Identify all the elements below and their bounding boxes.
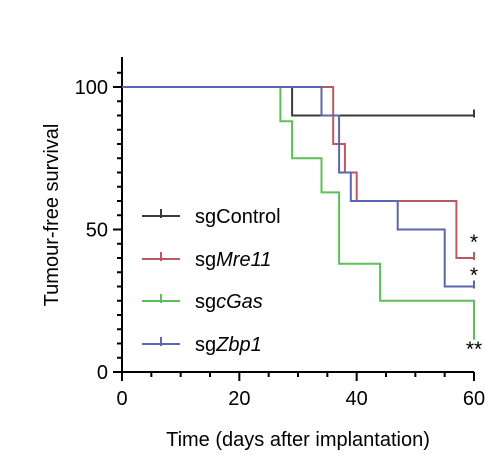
significance-marks: **** [466,231,482,361]
significance-sgZbp1: * [470,264,478,287]
series-lines [122,86,475,340]
x-tick-label: 0 [116,388,127,410]
legend-label: sgcGas [195,291,263,313]
legend-label: sgZbp1 [195,334,262,356]
series-line-sgZbp1 [122,86,474,288]
x-tick-label: 60 [463,388,485,410]
significance-sgcGas: ** [466,338,482,361]
x-tick-label: 40 [346,388,368,410]
y-axis-title: Tumour-free survival [41,124,63,307]
legend: sgControl sgMre11 sgcGas sgZbp1 [142,206,281,356]
y-tick-label: 50 [86,220,108,242]
x-tick-label: 20 [228,388,250,410]
x-axis-ticks: 0 20 40 60 [116,372,485,410]
significance-sgMre11: * [470,231,478,254]
legend-item-sgZbp1: sgZbp1 [142,334,262,356]
y-tick-label: 0 [97,362,108,384]
legend-item-sgMre11: sgMre11 [142,249,271,271]
legend-label: sgMre11 [195,249,271,271]
y-axis-ticks: 0 50 100 [75,71,122,384]
x-axis-title: Time (days after implantation) [166,429,430,451]
legend-item-sgControl: sgControl [142,206,281,228]
legend-item-sgcGas: sgcGas [142,291,263,313]
y-tick-label: 100 [75,77,108,99]
series-line-sgcGas [122,86,475,338]
series-line-sgControl [122,86,474,117]
series-line-sgMre11 [122,86,474,259]
legend-label: sgControl [195,206,281,228]
